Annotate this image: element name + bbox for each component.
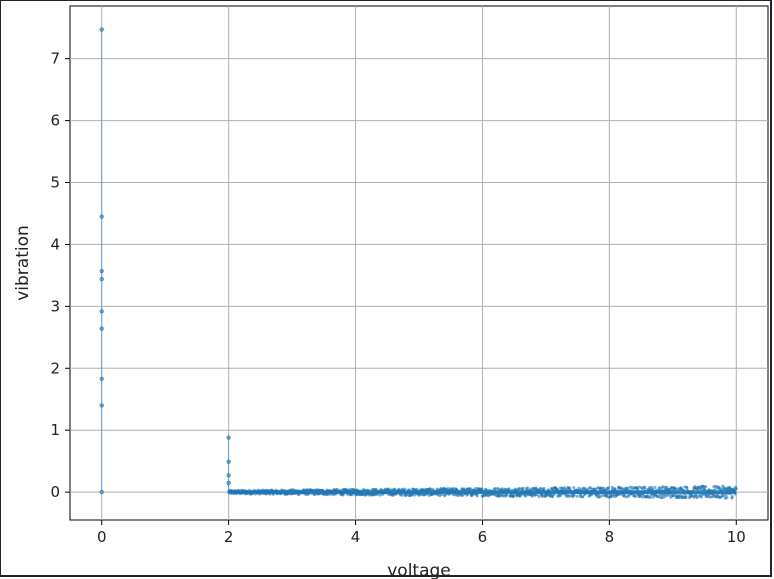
data-point <box>625 486 629 490</box>
data-points <box>99 27 738 500</box>
data-point <box>99 376 104 381</box>
data-point <box>559 493 563 497</box>
y-tick-label: 7 <box>50 50 60 68</box>
data-point <box>633 495 637 499</box>
data-point <box>226 435 231 440</box>
data-point <box>692 495 696 499</box>
x-tick-label: 4 <box>351 528 361 546</box>
data-point <box>537 494 541 498</box>
grid-lines <box>70 6 768 520</box>
data-point <box>500 487 504 491</box>
data-point <box>400 493 404 497</box>
x-tick-label: 10 <box>727 528 746 546</box>
data-point <box>699 487 703 491</box>
data-point <box>665 485 669 489</box>
x-tick-label: 0 <box>97 528 107 546</box>
data-point <box>99 490 104 495</box>
x-axis-label: voltage <box>387 561 451 579</box>
data-point <box>695 496 699 500</box>
data-point <box>671 494 675 498</box>
data-point <box>572 486 576 490</box>
data-point <box>512 494 516 498</box>
data-point <box>530 494 534 498</box>
data-point <box>730 495 734 499</box>
data-point <box>99 326 104 331</box>
data-point <box>393 487 397 491</box>
data-point <box>521 486 525 490</box>
data-point <box>568 486 572 490</box>
data-point <box>575 494 579 498</box>
data-point <box>505 493 509 497</box>
data-point <box>99 214 104 219</box>
data-point <box>403 487 407 491</box>
y-tick-label: 2 <box>50 359 60 377</box>
data-point <box>99 27 104 32</box>
x-tick-label: 8 <box>605 528 615 546</box>
y-axis-label: vibration <box>13 225 33 301</box>
data-point <box>226 480 231 485</box>
plot-area <box>69 5 769 521</box>
data-point <box>641 495 645 499</box>
data-point <box>475 494 479 498</box>
data-point <box>734 487 738 491</box>
data-point <box>480 487 484 491</box>
data-point <box>473 487 477 491</box>
data-point <box>684 496 688 500</box>
data-point <box>226 459 231 464</box>
data-point <box>628 485 632 489</box>
data-point <box>581 495 585 499</box>
dense-band <box>228 490 737 494</box>
data-point <box>724 493 728 497</box>
x-tick-label: 6 <box>478 528 488 546</box>
data-point <box>99 277 104 282</box>
data-point <box>226 473 231 478</box>
data-point <box>572 493 576 497</box>
data-point <box>642 485 646 489</box>
y-tick-label: 6 <box>50 112 60 130</box>
data-point <box>701 493 705 497</box>
y-tick-label: 0 <box>50 483 60 501</box>
y-tick-label: 3 <box>50 297 60 315</box>
data-point <box>99 309 104 314</box>
y-axis-ticks: 0 1 2 3 4 5 6 7 <box>50 50 70 501</box>
data-point <box>643 487 647 491</box>
data-point <box>99 268 104 274</box>
data-point <box>721 494 725 498</box>
data-point <box>704 485 708 489</box>
data-point <box>99 403 104 408</box>
data-point <box>542 486 546 490</box>
data-point <box>649 496 653 500</box>
data-point <box>378 493 382 497</box>
data-point <box>653 486 657 490</box>
y-tick-label: 5 <box>50 173 60 191</box>
y-tick-label: 4 <box>50 235 60 253</box>
x-tick-label: 2 <box>224 528 234 546</box>
data-point <box>669 495 673 499</box>
y-tick-label: 1 <box>50 421 60 439</box>
data-point <box>607 486 611 490</box>
x-axis-ticks: 0 2 4 6 8 10 <box>97 520 746 546</box>
data-point <box>507 487 511 491</box>
data-point <box>725 496 729 500</box>
data-point <box>568 494 572 498</box>
data-point <box>493 487 497 491</box>
data-point <box>577 486 581 490</box>
